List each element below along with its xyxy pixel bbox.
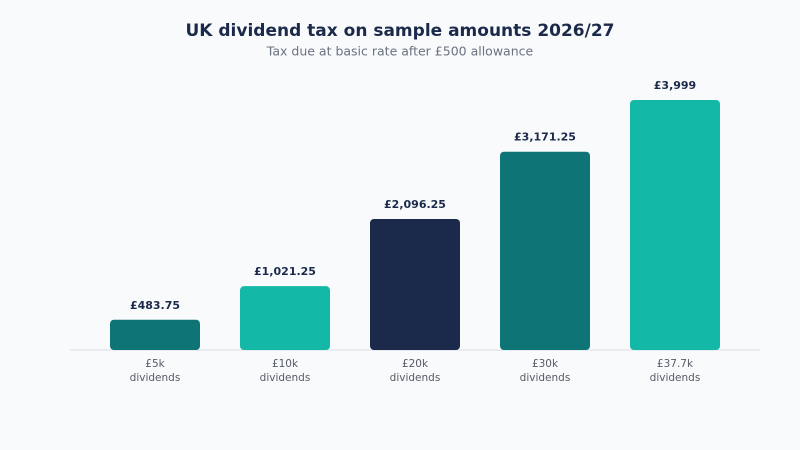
chart-subtitle: Tax due at basic rate after £500 allowan… [266,44,534,59]
x-tick-label: £10k dividends [259,358,311,384]
bar [240,286,330,350]
value-label: £3,171.25 [514,131,576,144]
value-label: £1,021.25 [254,265,316,278]
x-tick-label: £5k dividends [129,358,181,384]
value-label: £483.75 [130,299,180,312]
x-tick-label: £20k dividends [389,358,441,384]
value-label: £3,999 [654,79,696,92]
chart-title: UK dividend tax on sample amounts 2026/2… [185,21,614,41]
bar [370,218,460,350]
bar [630,100,720,350]
bar [110,319,200,350]
x-tick-label: £30k dividends [519,358,571,384]
value-label: £2,096.25 [384,198,446,211]
bar [500,151,590,350]
x-tick-label: £37.7k dividends [649,358,701,384]
